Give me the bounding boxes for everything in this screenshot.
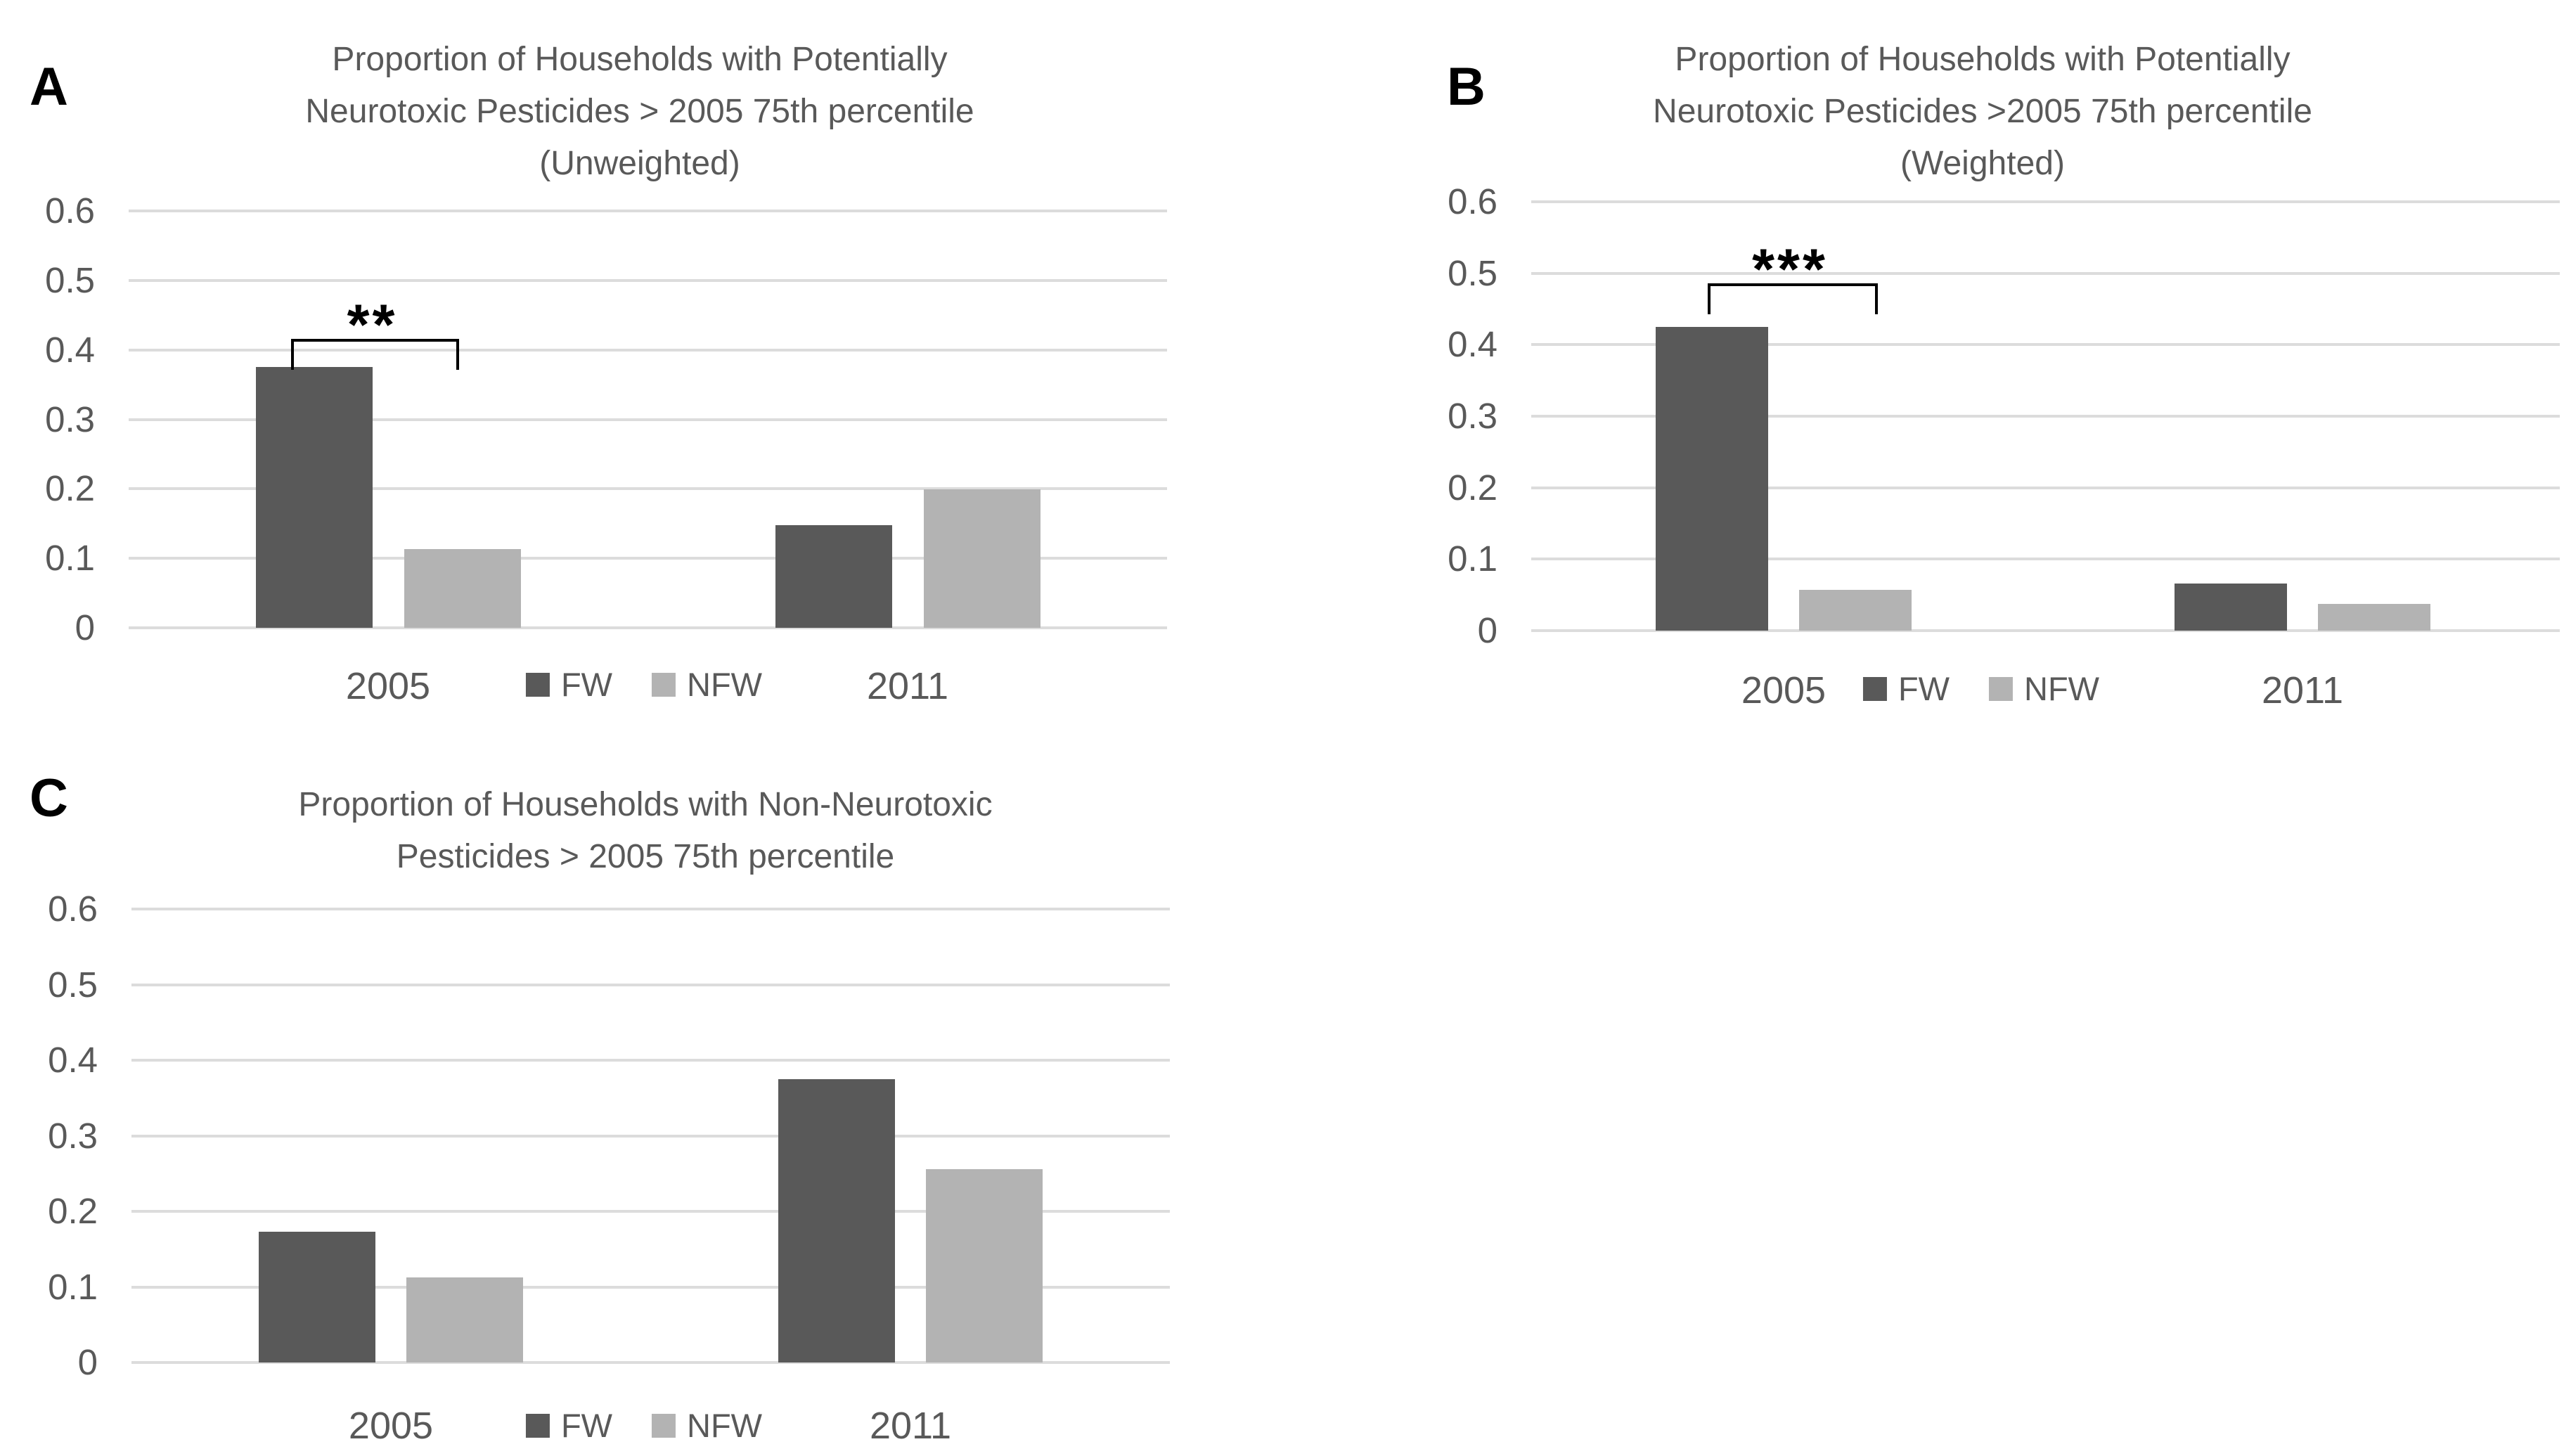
bar-fw-2005 bbox=[255, 367, 373, 628]
y-tick-label: 0.3 bbox=[1448, 396, 1497, 436]
legend: FW NFW bbox=[525, 666, 790, 703]
gridline bbox=[129, 348, 1167, 352]
bar-fw-2011 bbox=[2175, 583, 2287, 631]
chart-title-line: (Weighted) bbox=[1900, 145, 2065, 182]
panel-letter-a: A bbox=[30, 57, 68, 117]
legend-swatch-fw bbox=[525, 1413, 550, 1438]
gridline bbox=[131, 1285, 1170, 1289]
legend-label-fw: FW bbox=[1898, 670, 1950, 707]
bar-nfw-2011 bbox=[926, 1168, 1043, 1362]
bar-nfw-2011 bbox=[2318, 604, 2430, 631]
x-axis-label-2005: 2005 bbox=[1741, 669, 1827, 711]
legend: FW NFW bbox=[525, 1407, 790, 1444]
x-axis-label-2005: 2005 bbox=[345, 665, 431, 707]
chart-title-line: Proportion of Households with Potentiall… bbox=[1675, 41, 2291, 78]
gridline bbox=[131, 908, 1170, 910]
legend-label-nfw: NFW bbox=[687, 1407, 763, 1444]
legend-swatch-fw bbox=[1862, 676, 1887, 701]
legend-swatch-nfw bbox=[1989, 676, 2014, 701]
y-tick-label: 0.6 bbox=[45, 191, 95, 231]
x-axis-label-2005: 2005 bbox=[348, 1405, 434, 1447]
bar-fw-2011 bbox=[778, 1078, 895, 1362]
chart-title-line: Neurotoxic Pesticides > 2005 75th percen… bbox=[305, 93, 974, 130]
y-tick-label: 0.3 bbox=[45, 399, 95, 439]
y-tick-label: 0.1 bbox=[48, 1266, 98, 1307]
y-tick-label: 0.1 bbox=[45, 538, 95, 579]
gridline bbox=[1531, 200, 2560, 203]
y-tick-label: 0.1 bbox=[1448, 539, 1497, 579]
legend-label-fw: FW bbox=[560, 666, 613, 703]
panel-letter-b: B bbox=[1447, 57, 1486, 117]
significance-stars: *** bbox=[1752, 237, 1828, 302]
gridline bbox=[1531, 415, 2560, 418]
bar-nfw-2005 bbox=[1799, 590, 1912, 631]
gridline bbox=[131, 983, 1170, 986]
bar-nfw-2005 bbox=[404, 549, 521, 628]
legend-swatch-fw bbox=[525, 672, 550, 697]
significance-bracket bbox=[291, 338, 459, 370]
y-tick-label: 0 bbox=[75, 607, 95, 648]
y-tick-label: 0.5 bbox=[45, 259, 95, 300]
y-tick-label: 0.2 bbox=[1448, 467, 1497, 508]
gridline bbox=[131, 1210, 1170, 1213]
significance-bracket bbox=[1708, 283, 1878, 314]
y-tick-label: 0.2 bbox=[45, 468, 95, 509]
gridline bbox=[1531, 343, 2560, 347]
gridline bbox=[129, 557, 1167, 560]
y-tick-label: 0.2 bbox=[48, 1191, 98, 1231]
bar-fw-2005 bbox=[1656, 326, 1768, 631]
gridline bbox=[1531, 271, 2560, 275]
gridline bbox=[129, 418, 1167, 421]
y-tick-label: 0.3 bbox=[48, 1115, 98, 1156]
y-tick-label: 0.5 bbox=[1448, 252, 1497, 293]
y-tick-label: 0.4 bbox=[48, 1040, 98, 1080]
legend-label-nfw: NFW bbox=[687, 666, 763, 703]
gridline bbox=[1531, 486, 2560, 489]
gridline bbox=[1531, 629, 2560, 632]
y-tick-label: 0 bbox=[77, 1342, 98, 1382]
chart-title-line: Proportion of Households with Potentiall… bbox=[332, 41, 948, 78]
y-tick-label: 0.4 bbox=[1448, 324, 1497, 365]
y-tick-label: 0.4 bbox=[45, 329, 95, 370]
gridline bbox=[129, 278, 1167, 282]
legend-label-nfw: NFW bbox=[2024, 670, 2100, 707]
bar-fw-2005 bbox=[259, 1232, 375, 1362]
chart-title-line: Proportion of Households with Non-Neurot… bbox=[298, 786, 993, 823]
gridline bbox=[1531, 558, 2560, 561]
y-tick-label: 0.6 bbox=[48, 889, 98, 929]
gridline bbox=[131, 1361, 1170, 1364]
x-axis-label-2011: 2011 bbox=[2261, 669, 2344, 711]
significance-stars: ** bbox=[347, 292, 398, 357]
legend-swatch-nfw bbox=[652, 1413, 676, 1438]
chart-title-line: (Unweighted) bbox=[539, 145, 740, 182]
gridline bbox=[129, 626, 1167, 629]
x-axis-label-2011: 2011 bbox=[866, 665, 949, 707]
gridline bbox=[129, 487, 1167, 491]
chart-title-line: Pesticides > 2005 75th percentile bbox=[396, 838, 895, 875]
legend: FW NFW bbox=[1862, 670, 2127, 707]
y-tick-label: 0 bbox=[1477, 610, 1497, 650]
gridline bbox=[129, 210, 1167, 212]
bar-nfw-2005 bbox=[406, 1277, 523, 1362]
gridline bbox=[131, 1134, 1170, 1138]
bar-nfw-2011 bbox=[923, 489, 1041, 628]
y-tick-label: 0.6 bbox=[1448, 181, 1497, 221]
bar-fw-2011 bbox=[775, 524, 892, 628]
legend-swatch-nfw bbox=[652, 672, 676, 697]
x-axis-label-2011: 2011 bbox=[869, 1405, 952, 1447]
legend-label-fw: FW bbox=[560, 1407, 613, 1444]
chart-title-line: Neurotoxic Pesticides >2005 75th percent… bbox=[1653, 93, 2312, 130]
gridline bbox=[131, 1059, 1170, 1062]
y-tick-label: 0.5 bbox=[48, 964, 98, 1005]
panel-letter-c: C bbox=[30, 768, 68, 828]
